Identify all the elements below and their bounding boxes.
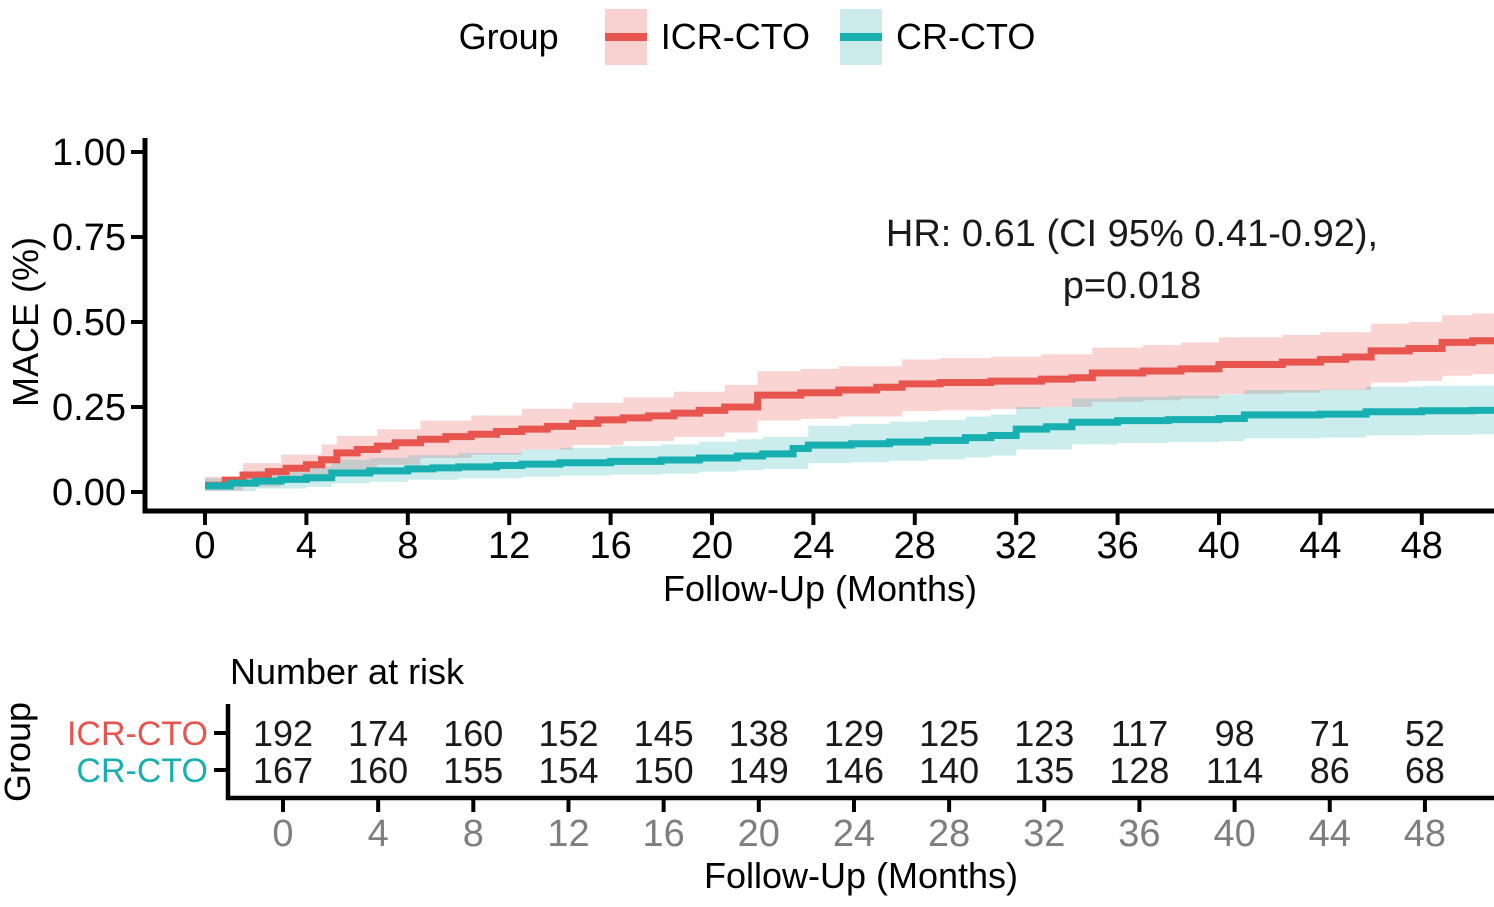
x-tick-label: 32 [995,525,1037,567]
risk-x-tick-label: 8 [463,813,484,855]
risk-count-icr-cto: 71 [1310,713,1350,754]
risk-count-cr-cto: 68 [1405,750,1445,791]
risk-count-icr-cto: 125 [919,713,979,754]
risk-count-icr-cto: 145 [634,713,694,754]
x-tick-label: 36 [1096,525,1138,567]
risk-x-tick-label: 16 [642,813,684,855]
risk-count-icr-cto: 52 [1405,713,1445,754]
x-tick-label: 20 [691,525,733,567]
survival-curve-icr-cto [205,337,1494,489]
legend-swatch-icr-cto [604,9,647,65]
risk-x-tick-label: 0 [272,813,293,855]
y-tick-label: 0.50 [52,302,126,344]
risk-count-icr-cto: 174 [348,713,408,754]
legend-line-cr-cto [840,33,883,41]
risk-x-tick-label: 44 [1309,813,1351,855]
legend-item-icr-cto: ICR-CTO [604,9,811,65]
risk-x-tick-label: 20 [738,813,780,855]
x-tick-label: 24 [792,525,834,567]
risk-row-label-cr-cto: CR-CTO [76,752,208,790]
risk-count-icr-cto: 98 [1215,713,1255,754]
ci-band-icr-cto [205,313,1494,491]
x-tick-label: 0 [194,525,215,567]
hr-annotation-line2: p=0.018 [1063,265,1201,307]
x-tick-label: 44 [1299,525,1341,567]
main-axes [131,138,1494,525]
risk-group-axis-title: Group [0,702,38,802]
risk-count-cr-cto: 160 [348,750,408,791]
legend: Group ICR-CTO CR-CTO [0,8,1494,66]
risk-count-cr-cto: 155 [443,750,503,791]
y-tick-label: 0.00 [52,472,126,514]
legend-swatch-cr-cto [840,9,883,65]
x-tick-label: 48 [1401,525,1443,567]
risk-count-cr-cto: 167 [253,750,313,791]
x-tick-label: 8 [397,525,418,567]
risk-x-axis-title: Follow-Up (Months) [704,855,1018,896]
risk-count-icr-cto: 152 [538,713,598,754]
risk-count-cr-cto: 114 [1206,750,1263,791]
risk-count-cr-cto: 149 [729,750,789,791]
risk-count-icr-cto: 192 [253,713,313,754]
x-tick-label: 40 [1198,525,1240,567]
hr-annotation-line1: HR: 0.61 (CI 95% 0.41-0.92), [886,213,1378,255]
y-axis-title: MACE (%) [5,237,46,407]
legend-item-cr-cto: CR-CTO [840,9,1035,65]
y-tick-label: 0.75 [52,217,126,259]
risk-count-icr-cto: 123 [1014,713,1074,754]
risk-count-cr-cto: 154 [538,750,598,791]
risk-axes [214,704,1494,812]
risk-x-tick-label: 28 [928,813,970,855]
risk-count-cr-cto: 135 [1014,750,1074,791]
risk-count-icr-cto: 117 [1111,713,1168,754]
risk-count-cr-cto: 146 [824,750,884,791]
risk-x-tick-label: 4 [368,813,389,855]
risk-x-tick-label: 48 [1404,813,1446,855]
risk-count-cr-cto: 86 [1310,750,1350,791]
survival-curves [205,337,1494,490]
legend-label-cr-cto: CR-CTO [896,16,1036,57]
x-axis-title: Follow-Up (Months) [663,568,977,609]
risk-count-cr-cto: 128 [1109,750,1169,791]
risk-x-tick-label: 40 [1213,813,1255,855]
risk-count-icr-cto: 129 [824,713,884,754]
risk-row-label-icr-cto: ICR-CTO [67,715,208,753]
legend-line-icr-cto [604,33,647,41]
legend-title: Group [458,16,559,57]
risk-x-tick-label: 36 [1118,813,1160,855]
risk-x-tick-label: 32 [1023,813,1065,855]
risk-tick-labels: 0 4 8 12 16 20 24 28 32 36 40 44 48 [272,813,1446,855]
risk-count-icr-cto: 138 [729,713,789,754]
x-tick-label: 12 [488,525,530,567]
x-tick-label: 16 [589,525,631,567]
risk-count-cr-cto: 140 [919,750,979,791]
survival-curve-cr-cto [205,406,1494,490]
risk-x-tick-label: 24 [833,813,875,855]
risk-count-cr-cto: 150 [634,750,694,791]
y-tick-label: 1.00 [52,132,126,174]
y-tick-label: 0.25 [52,387,126,429]
risk-count-icr-cto: 160 [443,713,503,754]
legend-label-icr-cto: ICR-CTO [660,16,811,57]
confidence-bands [205,313,1494,491]
risk-x-tick-label: 12 [547,813,589,855]
main-tick-labels: 0 4 8 12 16 20 24 28 32 36 40 44 480.000.250.500.751… [52,132,1443,567]
x-tick-label: 4 [296,525,317,567]
risk-table-title: Number at risk [230,651,465,692]
x-tick-label: 28 [894,525,936,567]
